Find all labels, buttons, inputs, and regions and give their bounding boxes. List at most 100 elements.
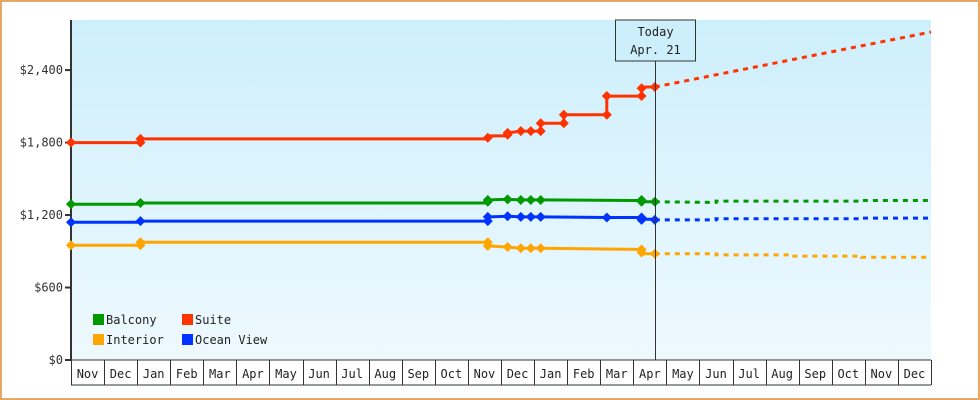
data-point-marker[interactable]: [649, 248, 660, 259]
data-point-marker[interactable]: [601, 212, 612, 223]
today-label-box: [615, 19, 696, 62]
data-point-marker[interactable]: [482, 132, 493, 143]
data-point-marker[interactable]: [649, 214, 660, 225]
data-point-marker[interactable]: [502, 211, 513, 222]
data-point-marker[interactable]: [535, 243, 546, 254]
month-label: Nov: [871, 367, 893, 381]
legend-item-balcony[interactable]: Balcony: [93, 313, 157, 327]
data-point-marker[interactable]: [636, 247, 647, 258]
legend: Balcony Suite Interior Ocean View: [93, 313, 268, 347]
legend-swatch: [182, 314, 193, 325]
legend-label: Ocean View: [195, 333, 268, 347]
y-tick-label: $600: [34, 281, 63, 295]
month-label: Mar: [209, 367, 231, 381]
data-point-marker[interactable]: [601, 91, 612, 102]
data-point-marker[interactable]: [558, 118, 569, 129]
data-point-marker[interactable]: [515, 194, 526, 205]
legend-label: Balcony: [106, 313, 157, 327]
data-point-marker[interactable]: [482, 194, 493, 205]
legend-label: Interior: [106, 333, 164, 347]
y-axis: $0 $600 $1,200 $1,800 $2,400: [20, 20, 72, 367]
data-point-marker[interactable]: [135, 197, 146, 208]
month-label: Oct: [441, 367, 463, 381]
data-point-marker[interactable]: [66, 199, 76, 210]
data-point-marker[interactable]: [502, 242, 513, 253]
data-point-marker[interactable]: [535, 194, 546, 205]
data-point-marker[interactable]: [558, 109, 569, 120]
data-point-marker[interactable]: [66, 240, 76, 251]
legend-label: Suite: [195, 313, 231, 327]
y-tick-label: $2,400: [20, 63, 63, 77]
month-label: Jun: [308, 367, 330, 381]
today-date: Apr. 21: [630, 43, 681, 57]
data-point-marker[interactable]: [502, 194, 513, 205]
month-label: Jul: [341, 367, 363, 381]
data-point-marker[interactable]: [482, 240, 493, 251]
today-label: Today: [637, 25, 673, 39]
data-point-marker[interactable]: [515, 243, 526, 254]
data-point-marker[interactable]: [649, 81, 660, 92]
today-marker: Today Apr. 21: [615, 19, 696, 360]
data-point-marker[interactable]: [525, 126, 536, 137]
data-point-marker[interactable]: [66, 217, 76, 228]
x-axis: Nov Dec Jan Feb Mar Apr May Jun Jul Aug Sep Oct Nov D…: [71, 359, 932, 386]
data-point-marker[interactable]: [502, 127, 513, 138]
legend-swatch: [93, 314, 104, 325]
data-point-marker[interactable]: [636, 91, 647, 102]
month-label: Sep: [407, 367, 429, 381]
data-point-marker[interactable]: [515, 211, 526, 222]
y-tick-label: $0: [49, 353, 63, 367]
month-label: Aug: [771, 367, 793, 381]
data-point-marker[interactable]: [649, 196, 660, 207]
month-label: Nov: [77, 367, 99, 381]
series-lines: [66, 30, 932, 259]
data-point-marker[interactable]: [601, 109, 612, 120]
legend-item-suite[interactable]: Suite: [182, 313, 231, 327]
data-point-marker[interactable]: [135, 133, 146, 144]
month-label: Jan: [540, 367, 562, 381]
projection-line: [654, 30, 932, 89]
month-label: Feb: [573, 367, 595, 381]
data-point-marker[interactable]: [66, 137, 76, 148]
data-point-marker[interactable]: [525, 211, 536, 222]
data-point-marker[interactable]: [636, 83, 647, 94]
month-label: Dec: [110, 367, 132, 381]
month-label: Apr: [639, 367, 661, 381]
data-point-marker[interactable]: [535, 126, 546, 137]
projection-line: [654, 216, 931, 222]
series-ocean-view: [66, 211, 931, 228]
month-label: May: [672, 367, 694, 381]
month-label: Aug: [374, 367, 396, 381]
series-balcony: [66, 194, 931, 210]
data-point-marker[interactable]: [135, 237, 146, 248]
projection-line: [654, 199, 931, 204]
data-point-marker[interactable]: [535, 118, 546, 129]
y-tick-label: $1,800: [20, 136, 63, 150]
month-label: Dec: [507, 367, 529, 381]
data-point-marker[interactable]: [535, 211, 546, 222]
data-point-marker[interactable]: [525, 243, 536, 254]
month-label: Oct: [837, 367, 859, 381]
data-point-marker[interactable]: [636, 214, 647, 225]
data-point-marker[interactable]: [636, 196, 647, 207]
data-point-marker[interactable]: [525, 194, 536, 205]
data-point-marker[interactable]: [135, 216, 146, 227]
month-label: Nov: [474, 367, 496, 381]
month-label: Mar: [606, 367, 628, 381]
series-interior: [66, 237, 931, 259]
month-label: Jun: [705, 367, 727, 381]
series-suite: [66, 30, 932, 148]
month-label: May: [275, 367, 297, 381]
projection-line: [654, 252, 931, 259]
legend-swatch: [93, 334, 104, 345]
y-tick-label: $1,200: [20, 208, 63, 222]
legend-item-ocean-view[interactable]: Ocean View: [182, 333, 268, 347]
legend-item-interior[interactable]: Interior: [93, 333, 164, 347]
data-point-marker[interactable]: [515, 126, 526, 137]
month-label: Jan: [143, 367, 165, 381]
month-label: Sep: [804, 367, 826, 381]
data-point-marker[interactable]: [482, 211, 493, 222]
plot-area: [71, 20, 931, 360]
legend-swatch: [182, 334, 193, 345]
